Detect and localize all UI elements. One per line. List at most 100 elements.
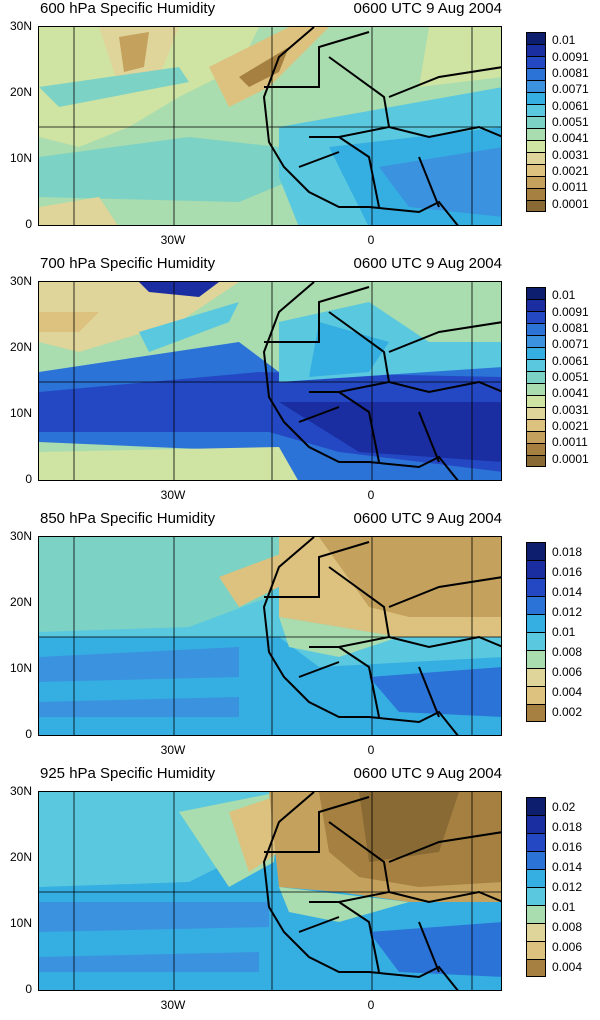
colorbar-swatch (526, 152, 546, 164)
colorbar-swatch (526, 941, 546, 959)
y-tick-label: 20N (9, 850, 32, 864)
y-tick-label: 0 (25, 982, 32, 996)
colorbar-swatch (526, 542, 546, 560)
colorbar-label: 0.018 (552, 545, 583, 559)
colorbar-label: 0.0051 (552, 115, 589, 129)
colorbar-swatch (526, 668, 546, 686)
x-tick-label: 0 (367, 998, 375, 1012)
colorbar-swatch (526, 704, 546, 722)
colorbar-swatch (526, 347, 546, 359)
y-tick-label: 0 (25, 217, 32, 231)
colorbar-label: 0.0001 (552, 451, 589, 466)
colorbar (526, 32, 546, 212)
colorbar-label: 0.018 (552, 820, 583, 834)
colorbar-swatch (526, 797, 546, 815)
y-tick-label: 10N (9, 916, 32, 930)
colorbar-label: 0.0071 (552, 337, 589, 352)
colorbar-label: 0.0071 (552, 82, 589, 97)
y-tick-label: 20N (9, 340, 32, 354)
y-tick-label: 10N (9, 661, 32, 675)
colorbar-swatch (526, 614, 546, 632)
y-tick-label: 30N (9, 19, 32, 33)
colorbar-swatch (526, 176, 546, 188)
colorbar-swatch (526, 443, 546, 455)
colorbar-label: 0.016 (552, 565, 583, 579)
colorbar-swatch (526, 686, 546, 704)
y-tick-label: 20N (9, 85, 32, 99)
y-tick-label: 30N (9, 274, 32, 288)
colorbar-label: 0.004 (552, 685, 583, 699)
panel-time: 0600 UTC 9 Aug 2004 (353, 765, 502, 782)
colorbar-label: 0.002 (552, 705, 583, 719)
colorbar-label: 0.014 (552, 585, 583, 599)
x-tick-label: 30W (160, 488, 186, 502)
colorbar-label: 0.0051 (552, 370, 589, 384)
panel-title: 925 hPa Specific Humidity (40, 765, 216, 782)
colorbar-swatch (526, 80, 546, 92)
colorbar-swatch (526, 371, 546, 383)
colorbar-label: 0.008 (552, 645, 583, 659)
colorbar-label: 0.0011 (552, 435, 588, 450)
colorbar-swatch (526, 335, 546, 347)
colorbar-label: 0.01 (552, 625, 576, 639)
humidity-map (38, 791, 502, 991)
colorbar-label: 0.0061 (552, 98, 589, 113)
colorbar-label: 0.0091 (552, 49, 589, 64)
panel-title: 850 hPa Specific Humidity (40, 510, 216, 527)
colorbar-swatch (526, 833, 546, 851)
colorbar-label: 0.016 (552, 840, 583, 854)
colorbar-label: 0.004 (552, 960, 583, 974)
panel-time: 0600 UTC 9 Aug 2004 (353, 510, 502, 527)
colorbar-label: 0.012 (552, 605, 583, 619)
panel-925hpa: 925 hPa Specific Humidity 0600 UTC 9 Aug… (0, 765, 600, 1020)
colorbar-swatch (526, 431, 546, 443)
colorbar-swatch (526, 128, 546, 140)
colorbar-swatch (526, 287, 546, 299)
colorbar-swatch (526, 383, 546, 395)
panel-600hpa: 600 hPa Specific Humidity 0600 UTC 9 Aug… (0, 0, 600, 255)
colorbar-label: 0.0031 (552, 402, 589, 417)
y-tick-label: 0 (25, 727, 32, 741)
colorbar-label: 0.006 (552, 665, 583, 679)
colorbar-swatch (526, 923, 546, 941)
colorbar-swatch (526, 887, 546, 905)
colorbar-swatch (526, 560, 546, 578)
colorbar-label: 0.0021 (552, 419, 589, 434)
colorbar-label: 0.014 (552, 860, 583, 874)
colorbar-swatch (526, 188, 546, 200)
colorbar-swatch (526, 815, 546, 833)
panel-time: 0600 UTC 9 Aug 2004 (353, 0, 502, 17)
x-tick-label: 30W (160, 998, 186, 1012)
panel-title: 600 hPa Specific Humidity (40, 0, 216, 17)
panel-700hpa: 700 hPa Specific Humidity 0600 UTC 9 Aug… (0, 255, 600, 510)
colorbar-swatch (526, 959, 546, 977)
colorbar-label: 0.012 (552, 880, 583, 894)
x-tick-label: 0 (367, 233, 375, 247)
colorbar-swatch (526, 578, 546, 596)
colorbar-swatch (526, 455, 546, 467)
humidity-map (38, 281, 502, 481)
colorbar-swatch (526, 32, 546, 44)
colorbar (526, 797, 546, 977)
colorbar-swatch (526, 311, 546, 323)
colorbar-swatch (526, 164, 546, 176)
colorbar-label: 0.008 (552, 920, 583, 934)
y-tick-label: 10N (9, 151, 32, 165)
y-tick-label: 0 (25, 472, 32, 486)
colorbar-swatch (526, 299, 546, 311)
humidity-map (38, 536, 502, 736)
colorbar-label: 0.0061 (552, 353, 589, 368)
colorbar-swatch (526, 851, 546, 869)
colorbar-label: 0.0041 (552, 131, 589, 146)
colorbar-swatch (526, 632, 546, 650)
colorbar-swatch (526, 56, 546, 68)
colorbar-label: 0.0081 (552, 320, 589, 335)
x-tick-label: 30W (160, 743, 186, 757)
x-tick-label: 0 (367, 488, 375, 502)
colorbar-label: 0.01 (552, 288, 576, 303)
colorbar-swatch (526, 104, 546, 116)
x-tick-label: 30W (160, 233, 186, 247)
colorbar-label: 0.006 (552, 940, 583, 954)
colorbar-swatch (526, 140, 546, 152)
colorbar-swatch (526, 419, 546, 431)
